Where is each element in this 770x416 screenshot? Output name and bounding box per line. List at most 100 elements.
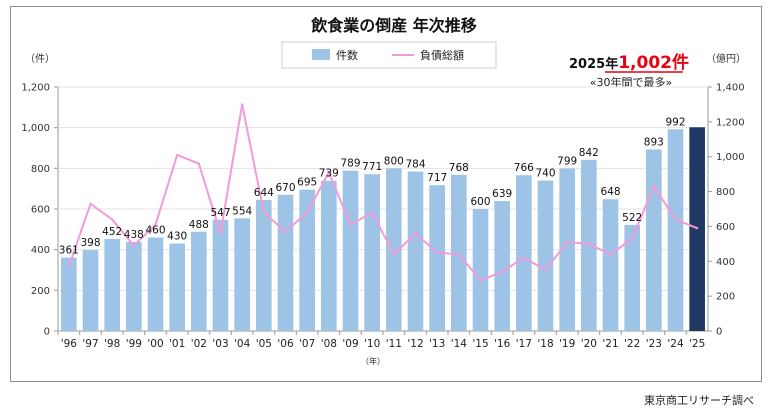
bar-value-label: 768 <box>449 162 469 174</box>
debt-point <box>240 103 244 106</box>
bar <box>299 189 315 331</box>
debt-point <box>89 202 92 205</box>
debt-point <box>284 230 287 233</box>
x-tick-label: '13 <box>429 338 445 350</box>
bar <box>169 243 185 331</box>
x-tick-label: '97 <box>82 338 98 350</box>
bar <box>516 175 532 331</box>
x-tick-label: '12 <box>407 338 423 350</box>
annotation-prefix: 2025年 <box>569 56 618 72</box>
bar-value-label: 893 <box>644 136 664 148</box>
bar-value-label: 740 <box>535 168 555 180</box>
x-tick-label: '17 <box>516 338 532 350</box>
bar-value-label: 670 <box>275 182 295 194</box>
debt-point <box>197 162 201 165</box>
debt-point <box>479 279 482 282</box>
bar-value-label: 361 <box>59 245 79 257</box>
x-tick-label: '07 <box>299 338 315 350</box>
bar-value-label: 799 <box>557 156 577 168</box>
bar-value-label: 784 <box>405 159 425 171</box>
x-tick-label: '05 <box>256 338 272 350</box>
x-tick-label: '18 <box>537 338 553 350</box>
x-ticks: '96 '97 '98 '99 '00 '01 '02 '03 '04 '05 '06 '07 '08 '… <box>57 331 705 350</box>
x-tick-label: '00 <box>147 338 163 350</box>
debt-point <box>67 265 71 268</box>
y-left-tick-label: 600 <box>31 205 50 216</box>
bar <box>147 237 164 331</box>
debt-point <box>154 223 157 226</box>
x-tick-label: '15 <box>472 338 488 350</box>
bar <box>321 180 337 331</box>
x-tick-label: '06 <box>277 338 294 350</box>
x-tick-label: '24 <box>667 338 684 350</box>
debt-point <box>327 171 331 174</box>
annotation-headline: 2025年1,002件 <box>569 52 689 73</box>
bar-value-label: 717 <box>427 172 447 184</box>
bar-value-label: 695 <box>297 177 317 189</box>
debt-point <box>262 211 266 214</box>
x-tick-label: '23 <box>646 338 662 350</box>
x-tick-label: '11 <box>386 338 402 350</box>
y-left-tick-label: 800 <box>31 164 50 175</box>
x-tick-label: '09 <box>342 338 358 350</box>
bar <box>581 159 597 331</box>
debt-point <box>544 268 547 272</box>
bar <box>61 257 77 331</box>
bar <box>624 224 640 331</box>
y-right-tick-label: 1,400 <box>716 83 745 94</box>
y-left-tick-label: 1,000 <box>21 123 50 134</box>
bar <box>602 199 619 331</box>
debt-point <box>370 211 374 214</box>
y-right-tick-label: 400 <box>716 257 735 268</box>
y-left-tick-label: 200 <box>31 286 50 297</box>
legend-label-debt: 負債総額 <box>420 48 464 62</box>
debt-line-path <box>67 103 698 282</box>
source-note: 東京商工リサーチ調べ <box>644 393 754 407</box>
debt-point <box>522 256 526 259</box>
bar-value-label: 460 <box>145 224 165 236</box>
debt-point <box>219 232 222 235</box>
y-left-tick-label: 1,200 <box>21 83 50 94</box>
bar <box>451 174 467 331</box>
bar-value-label: 800 <box>384 155 404 167</box>
bar-value-label: 648 <box>600 186 620 198</box>
annotation: 2025年1,002件 «30年間で最多» <box>569 52 689 89</box>
annotation-value: 1,002件 <box>618 52 689 73</box>
debt-point <box>392 253 396 256</box>
x-tick-label: '21 <box>602 338 618 350</box>
x-tick-label: '01 <box>169 338 185 350</box>
y-left-tick-label: 0 <box>44 327 50 338</box>
bar <box>256 200 272 331</box>
bar <box>82 250 99 331</box>
debt-point <box>695 226 699 230</box>
y-right-tick-label: 1,200 <box>716 117 745 128</box>
debt-point <box>652 185 656 188</box>
bar <box>472 209 489 331</box>
bar <box>277 194 294 331</box>
debt-point <box>110 218 114 221</box>
bar <box>429 185 445 331</box>
y-right-tick-label: 0 <box>716 327 722 338</box>
x-tick-label: '19 <box>559 338 575 350</box>
y-right-tick-label: 600 <box>716 222 735 233</box>
bar <box>104 239 120 331</box>
x-tick-label: '99 <box>126 338 142 350</box>
x-tick-label: '20 <box>581 338 597 350</box>
y-left-tick-label: 400 <box>31 245 50 256</box>
bar-value-label: 452 <box>102 226 122 238</box>
debt-point <box>565 240 569 244</box>
bar-value-label: 771 <box>362 161 382 173</box>
y-right-tick-label: 1,000 <box>716 152 745 163</box>
y-right-tick-label: 800 <box>716 187 735 198</box>
bar <box>559 168 575 331</box>
bar <box>386 168 402 331</box>
y-right-ticks: 0 200 400 600 800 1,000 1,200 1,400 <box>708 83 745 338</box>
legend-bar-swatch <box>312 49 330 60</box>
bar-value-label: 600 <box>470 196 490 208</box>
bar <box>537 180 554 331</box>
bar <box>407 171 424 331</box>
bar-value-label: 739 <box>319 168 339 180</box>
legend-label-count: 件数 <box>336 49 358 62</box>
